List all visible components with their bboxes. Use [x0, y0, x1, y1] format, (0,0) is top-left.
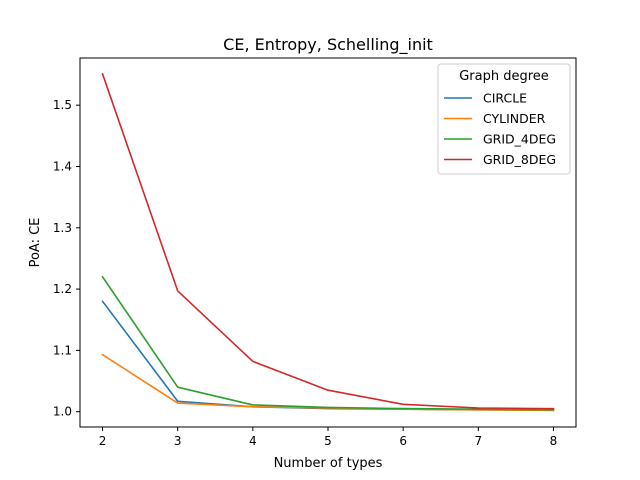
series-line-grid_8deg — [101, 72, 555, 410]
x-tick-label: 6 — [399, 434, 407, 448]
x-tick-label: 4 — [249, 434, 257, 448]
y-axis-label: PoA: CE — [28, 218, 43, 268]
y-tick-label: 1.1 — [53, 343, 72, 357]
y-axis-ticks: 1.0 1.1 1.2 1.3 1.4 1.5 — [53, 98, 80, 419]
legend-label-circle: CIRCLE — [483, 91, 527, 106]
legend-title: Graph degree — [459, 69, 549, 84]
legend-label-cylinder: CYLINDER — [483, 111, 546, 126]
x-tick-label: 3 — [174, 434, 182, 448]
x-axis-ticks: 2 3 4 5 6 7 8 — [99, 427, 558, 448]
x-axis-label: Number of types — [274, 456, 383, 471]
series-layer — [101, 72, 555, 412]
plot-area-frame — [79, 57, 577, 428]
x-tick-label: 7 — [474, 434, 482, 448]
y-tick-label: 1.0 — [53, 405, 72, 419]
x-tick-label: 8 — [550, 434, 558, 448]
legend-label-grid_8deg: GRID_8DEG — [483, 152, 556, 167]
legend: Graph degree CIRCLE CYLINDER GRID_4DEG GRID… — [437, 63, 571, 175]
chart-title: CE, Entropy, Schelling_init — [223, 35, 433, 55]
y-tick-label: 1.2 — [53, 282, 72, 296]
y-tick-label: 1.5 — [53, 98, 72, 112]
y-tick-label: 1.3 — [53, 221, 72, 235]
legend-label-grid_4deg: GRID_4DEG — [483, 132, 556, 147]
x-tick-label: 5 — [324, 434, 332, 448]
y-tick-label: 1.4 — [53, 159, 72, 173]
series-line-grid_4deg — [101, 275, 555, 411]
legend-entries: CIRCLE CYLINDER GRID_4DEG GRID_8DEG — [444, 91, 556, 167]
x-tick-label: 2 — [99, 434, 107, 448]
legend-box — [437, 63, 571, 175]
